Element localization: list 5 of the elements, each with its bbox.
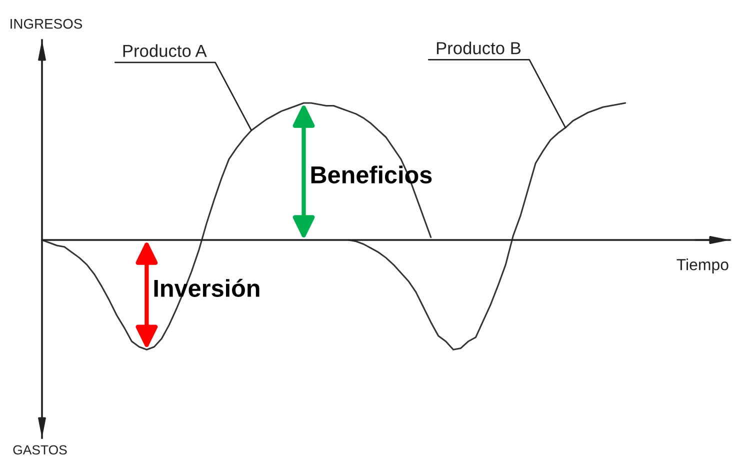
text: GASTOS: [13, 445, 67, 455]
text: Producto B: [436, 42, 521, 54]
text: Producto A: [123, 44, 207, 58]
x-axis-title: Tiempo: [676, 258, 728, 274]
text: INGRESOS: [10, 18, 82, 29]
